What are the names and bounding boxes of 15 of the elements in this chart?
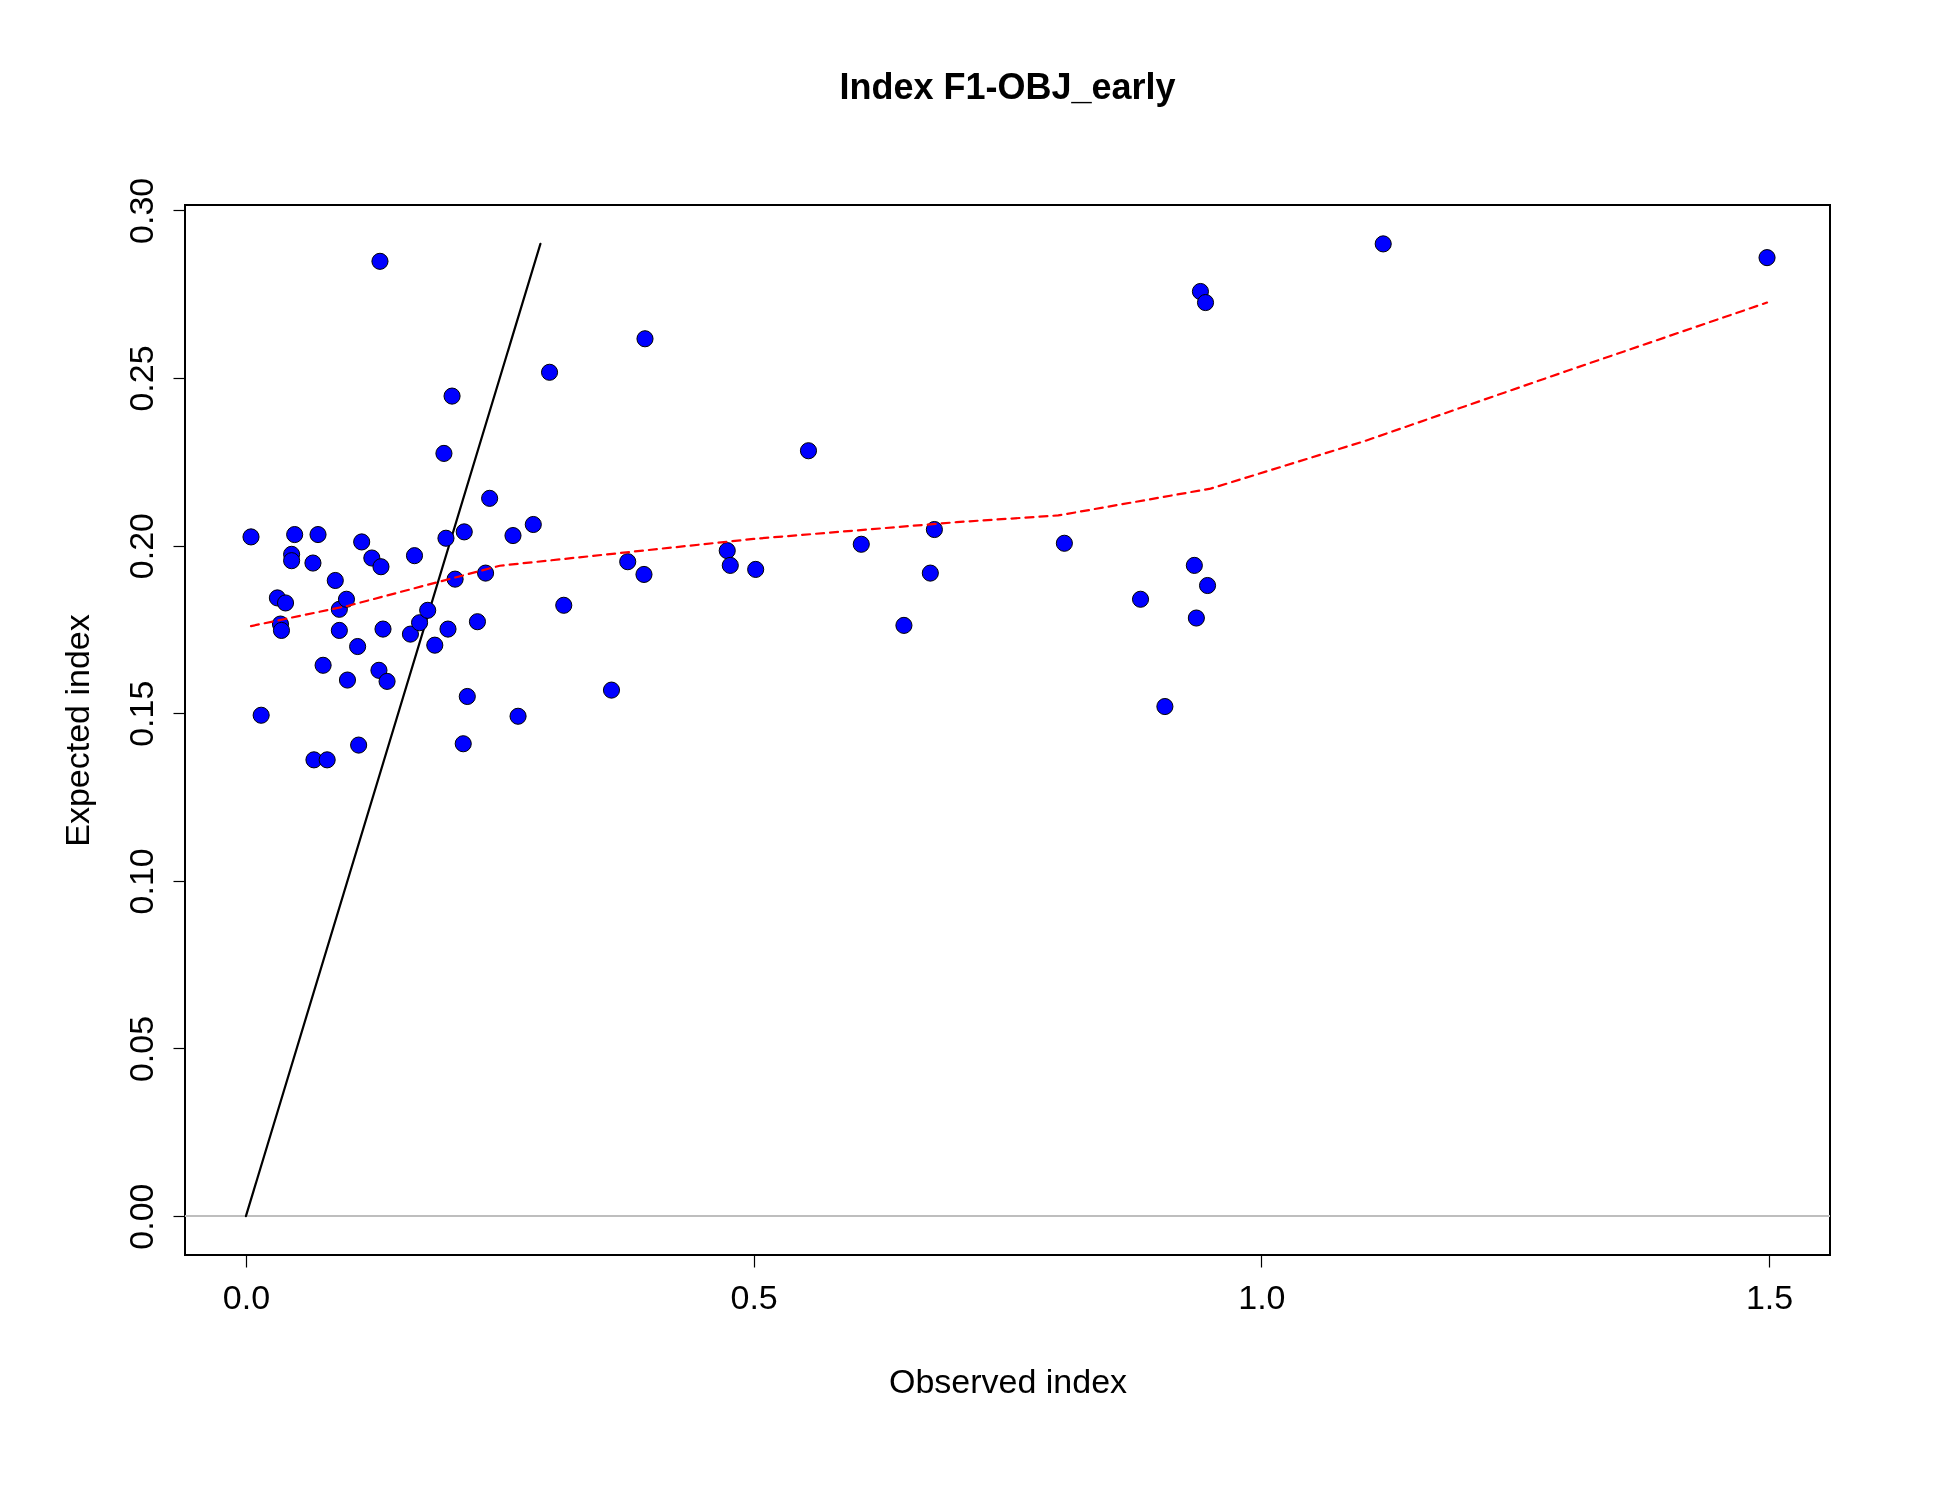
x-tick-label: 1.0: [1238, 1277, 1286, 1316]
y-tick-label: 0.00: [121, 1183, 160, 1250]
chart-title: Index F1-OBJ_early: [839, 66, 1176, 108]
y-tick-label: 0.10: [121, 848, 160, 915]
y-axis-title: Expected index: [57, 614, 96, 847]
x-tick-label: 0.5: [730, 1277, 778, 1316]
x-tick-label: 1.5: [1745, 1277, 1794, 1316]
y-tick-label: 0.05: [121, 1015, 160, 1083]
line-series: [249, 301, 1769, 628]
x-tick-label: 0.0: [222, 1277, 271, 1316]
y-tick-label: 0.30: [121, 177, 160, 244]
x-axis-title: Observed index: [888, 1361, 1128, 1400]
y-tick-label: 0.20: [121, 513, 160, 580]
y-tick-label: 0.25: [121, 345, 160, 412]
y-tick-label: 0.15: [121, 680, 160, 747]
